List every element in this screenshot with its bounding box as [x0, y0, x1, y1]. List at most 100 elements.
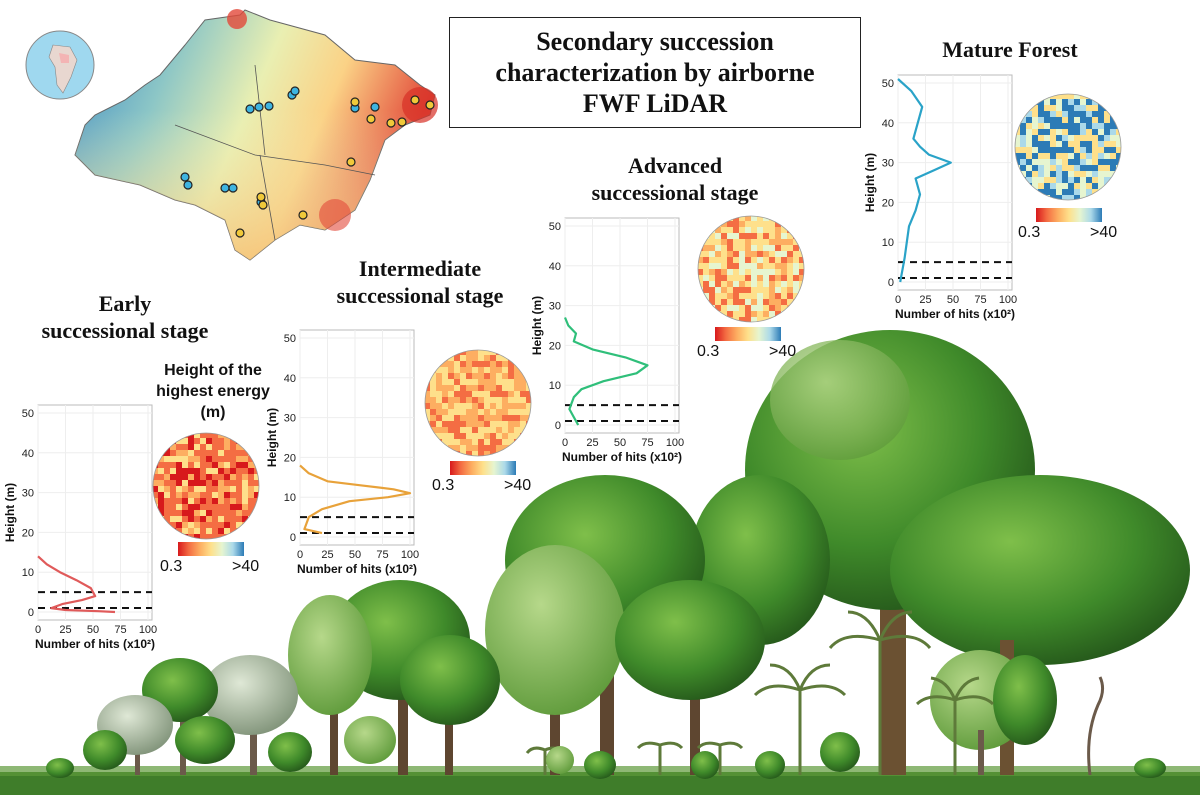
- amazon-map: [25, 9, 438, 261]
- x-tick-label: 75: [376, 549, 388, 561]
- y-tick-label: 10: [549, 380, 561, 392]
- intermediate-colorbar-max: >40: [504, 477, 532, 494]
- x-tick-label: 100: [999, 294, 1017, 306]
- waveform-line: [299, 464, 412, 535]
- mature-energy-raster: [1014, 93, 1122, 201]
- x-tick-label: 25: [321, 549, 333, 561]
- x-axis-label: Number of hits (x10²): [895, 307, 1015, 321]
- intermediate-title-line-1: Intermediate: [358, 256, 482, 281]
- intermediate-title-line-2: successional stage: [336, 283, 504, 308]
- plot-background: [299, 329, 415, 546]
- x-tick-label: 50: [614, 437, 626, 449]
- x-axis-label: Number of hits (x10²): [297, 562, 417, 576]
- advanced-colorbar-min: 0.3: [697, 343, 720, 360]
- mature-stage-title: Mature Forest: [905, 36, 1115, 63]
- x-tick-label: 75: [641, 437, 653, 449]
- y-tick-label: 20: [284, 452, 296, 464]
- y-tick-label: 10: [882, 237, 894, 249]
- waveform-line: [563, 317, 649, 426]
- x-tick-label: 100: [666, 437, 684, 449]
- x-tick-label: 100: [139, 624, 157, 636]
- intermediate-energy-raster: [424, 349, 532, 457]
- early-title-line-2: successional stage: [41, 318, 209, 343]
- x-tick-label: 50: [349, 549, 361, 561]
- y-tick-label: 0: [28, 607, 34, 619]
- intermediate-colorbar-min: 0.3: [432, 477, 455, 494]
- advanced-title-line-2: successional stage: [591, 180, 759, 205]
- mature-colorbar-max: >40: [1090, 224, 1118, 241]
- early-colorbar: 0.3 >40: [160, 542, 259, 575]
- y-tick-label: 0: [555, 420, 561, 432]
- y-tick-label: 10: [284, 492, 296, 504]
- title-line-3: FWF LiDAR: [582, 89, 728, 118]
- x-tick-label: 75: [114, 624, 126, 636]
- plot-background: [897, 74, 1013, 291]
- early-energy-raster: [152, 432, 260, 540]
- y-tick-label: 0: [888, 277, 894, 289]
- y-tick-label: 30: [284, 413, 296, 425]
- y-tick-label: 40: [882, 118, 894, 130]
- x-axis-label: Number of hits (x10²): [562, 450, 682, 464]
- x-tick-label: 25: [586, 437, 598, 449]
- y-tick-label: 20: [882, 197, 894, 209]
- advanced-colorbar: 0.3 >40: [697, 327, 797, 360]
- intermediate-colorbar-gradient: [450, 461, 516, 475]
- mature-colorbar: 0.3 >40: [1018, 208, 1118, 241]
- advanced-profile-plot: 0 10 20 30 40 50 0 25 50 75 100 Height (m) Number of…: [530, 217, 684, 464]
- advanced-colorbar-max: >40: [769, 343, 797, 360]
- y-tick-label: 20: [22, 527, 34, 539]
- early-colorbar-gradient: [178, 542, 244, 556]
- y-axis-label: Height (m): [3, 483, 17, 542]
- intermediate-profile-plot: 0 10 20 30 40 50 0 25 50 75 100 Height (m) Number of…: [265, 329, 419, 576]
- y-tick-label: 40: [549, 261, 561, 273]
- x-tick-label: 100: [401, 549, 419, 561]
- advanced-title-line-1: Advanced: [627, 153, 723, 178]
- y-tick-label: 30: [882, 158, 894, 170]
- early-profile-plot: 0 10 20 30 40 50 0 25 50 75 100 Height (m) Number of…: [3, 404, 157, 651]
- raster-cells: [698, 216, 804, 322]
- waveform-line: [37, 555, 116, 614]
- early-colorbar-min: 0.3: [160, 558, 183, 575]
- legend-title-line-3: (m): [200, 404, 226, 421]
- title-line-2: characterization by airborne: [495, 58, 815, 87]
- mature-title-line-1: Mature Forest: [942, 37, 1078, 62]
- y-axis-label: Height (m): [265, 408, 279, 467]
- legend-title-line-1: Height of the: [164, 362, 262, 379]
- y-tick-label: 50: [549, 221, 561, 233]
- mature-colorbar-gradient: [1036, 208, 1102, 222]
- y-tick-label: 50: [882, 78, 894, 90]
- raster-cells: [425, 350, 531, 456]
- y-tick-label: 30: [549, 301, 561, 313]
- y-tick-label: 20: [549, 340, 561, 352]
- legend-title: Height of the highest energy (m): [148, 360, 278, 423]
- intermediate-stage-title: Intermediate successional stage: [305, 255, 535, 309]
- early-colorbar-max: >40: [232, 558, 260, 575]
- mature-profile-plot: 0 10 20 30 40 50 0 25 50 75 100 Height (m) Number of…: [863, 74, 1017, 321]
- y-axis-label: Height (m): [863, 153, 877, 212]
- legend-title-line-2: highest energy: [156, 383, 270, 400]
- x-tick-label: 25: [59, 624, 71, 636]
- y-tick-label: 50: [284, 333, 296, 345]
- x-tick-label: 75: [974, 294, 986, 306]
- x-tick-label: 25: [919, 294, 931, 306]
- y-tick-label: 0: [290, 532, 296, 544]
- x-tick-label: 50: [87, 624, 99, 636]
- x-tick-label: 50: [947, 294, 959, 306]
- y-tick-label: 30: [22, 488, 34, 500]
- title-line-1: Secondary succession: [536, 27, 774, 56]
- y-tick-label: 10: [22, 567, 34, 579]
- figure-title-box: Secondary succession characterization by…: [449, 17, 861, 128]
- x-tick-label: 0: [297, 549, 303, 561]
- plot-background: [564, 217, 680, 434]
- x-tick-label: 0: [562, 437, 568, 449]
- plot-background: [37, 404, 153, 621]
- y-tick-label: 40: [284, 373, 296, 385]
- x-tick-label: 0: [35, 624, 41, 636]
- mature-colorbar-min: 0.3: [1018, 224, 1041, 241]
- x-axis-label: Number of hits (x10²): [35, 637, 155, 651]
- y-axis-label: Height (m): [530, 296, 544, 355]
- early-title-line-1: Early: [98, 291, 152, 316]
- waveform-line: [897, 78, 952, 283]
- y-tick-label: 40: [22, 448, 34, 460]
